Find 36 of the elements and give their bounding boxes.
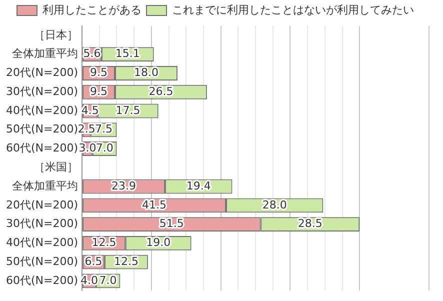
y-tick-label: 20代(N=200): [6, 66, 78, 80]
data-label: 18.0: [134, 66, 158, 80]
y-tick-label: ［日本］: [34, 28, 78, 42]
y-tick-label: 全体加重平均: [12, 47, 78, 60]
data-label: 17.5: [116, 104, 140, 117]
data-label: 7.0: [99, 274, 117, 287]
legend-label: 利用したことがある: [42, 3, 142, 16]
data-label: 7.0: [96, 142, 114, 155]
y-tick-label: 20代(N=200): [6, 198, 78, 212]
y-tick-label: 60代(N=200): [6, 274, 78, 287]
y-tick-label: 50代(N=200): [6, 254, 78, 268]
y-tick-label: 60代(N=200): [6, 142, 78, 155]
y-tick-label: 40代(N=200): [6, 104, 78, 117]
data-label: 9.5: [90, 84, 108, 98]
y-tick-label: 30代(N=200): [6, 84, 78, 98]
data-label: 28.0: [262, 198, 287, 212]
data-label: 41.5: [142, 198, 167, 212]
data-label: 12.5: [114, 254, 139, 268]
data-label: 15.1: [115, 47, 140, 60]
data-label: 23.9: [111, 179, 136, 192]
y-tick-label: ［米国］: [34, 160, 78, 174]
data-label: 26.5: [148, 84, 174, 98]
data-label: 51.5: [159, 217, 184, 230]
data-label: 9.5: [90, 66, 108, 80]
data-label: 12.5: [92, 236, 116, 250]
data-label: 7.5: [94, 122, 112, 136]
data-label: 19.4: [186, 179, 211, 192]
data-label: 19.0: [146, 236, 171, 250]
legend-label: これまでに利用したことはないが利用してみたい: [172, 3, 414, 16]
y-tick-label: 40代(N=200): [6, 236, 78, 250]
data-label: 5.6: [83, 47, 101, 60]
y-tick-label: 50代(N=200): [6, 122, 78, 136]
y-tick-label: 30代(N=200): [6, 217, 78, 230]
data-label: 28.5: [298, 217, 322, 230]
y-tick-label: 全体加重平均: [12, 179, 78, 192]
data-label: 6.5: [84, 254, 102, 268]
